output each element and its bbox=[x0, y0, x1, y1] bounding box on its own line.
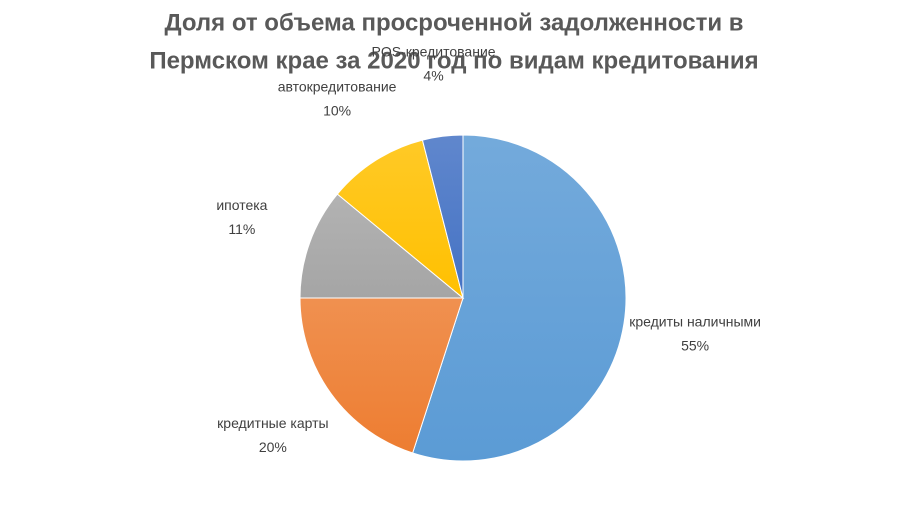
slice-value: 20% bbox=[259, 439, 287, 455]
pie-slice bbox=[299, 193, 465, 299]
slice-label: кредиты наличными bbox=[629, 313, 761, 329]
pie-slice bbox=[336, 139, 464, 300]
pie-slice bbox=[411, 134, 627, 462]
slice-label: автокредитование bbox=[278, 78, 397, 94]
slice-value: 55% bbox=[681, 337, 709, 353]
slice-value: 4% bbox=[423, 68, 443, 84]
chart-title: Доля от объема просроченной задолженност… bbox=[164, 9, 743, 36]
pie-slice bbox=[299, 297, 464, 454]
pie-slice bbox=[421, 134, 464, 299]
slice-value: 11% bbox=[228, 221, 255, 237]
slice-label: POS-кредитование bbox=[372, 44, 496, 60]
slice-value: 10% bbox=[323, 102, 351, 118]
slice-label: ипотека bbox=[216, 197, 267, 213]
slice-label: кредитные карты bbox=[217, 415, 328, 431]
chart-title: Пермском крае за 2020 год по видам креди… bbox=[149, 47, 758, 74]
